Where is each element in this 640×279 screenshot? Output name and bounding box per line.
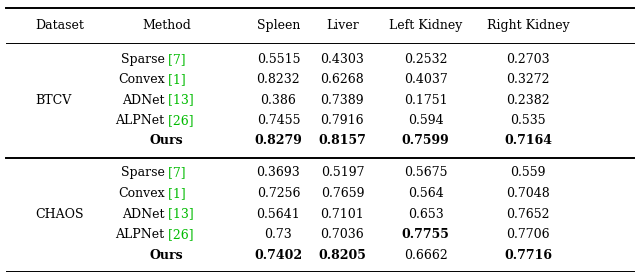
Text: 0.7659: 0.7659 bbox=[321, 187, 364, 200]
Text: 0.5641: 0.5641 bbox=[257, 208, 300, 221]
Text: [26]: [26] bbox=[164, 228, 194, 241]
Text: Liver: Liver bbox=[326, 20, 359, 32]
Text: Right Kidney: Right Kidney bbox=[486, 20, 570, 32]
Text: 0.559: 0.559 bbox=[510, 166, 546, 179]
Text: 0.1751: 0.1751 bbox=[404, 94, 447, 107]
Text: 0.7101: 0.7101 bbox=[321, 208, 364, 221]
Text: ALPNet: ALPNet bbox=[115, 114, 164, 127]
Text: 0.3272: 0.3272 bbox=[506, 73, 550, 86]
Text: 0.73: 0.73 bbox=[264, 228, 292, 241]
Text: 0.8157: 0.8157 bbox=[319, 134, 366, 147]
Text: 0.7455: 0.7455 bbox=[257, 114, 300, 127]
Text: 0.386: 0.386 bbox=[260, 94, 296, 107]
Text: 0.7916: 0.7916 bbox=[321, 114, 364, 127]
Text: 0.2703: 0.2703 bbox=[506, 53, 550, 66]
Text: 0.564: 0.564 bbox=[408, 187, 444, 200]
Text: 0.7256: 0.7256 bbox=[257, 187, 300, 200]
Text: [7]: [7] bbox=[164, 53, 186, 66]
Text: 0.535: 0.535 bbox=[510, 114, 546, 127]
Text: Sparse: Sparse bbox=[120, 166, 164, 179]
Text: 0.7755: 0.7755 bbox=[402, 228, 449, 241]
Text: 0.8279: 0.8279 bbox=[255, 134, 302, 147]
Text: 0.7389: 0.7389 bbox=[321, 94, 364, 107]
Text: ADNet: ADNet bbox=[122, 208, 164, 221]
Text: Ours: Ours bbox=[150, 134, 183, 147]
Text: Ours: Ours bbox=[150, 249, 183, 262]
Text: 0.2382: 0.2382 bbox=[506, 94, 550, 107]
Text: 0.7402: 0.7402 bbox=[254, 249, 303, 262]
Text: Sparse: Sparse bbox=[120, 53, 164, 66]
Text: [1]: [1] bbox=[164, 73, 186, 86]
Text: 0.8232: 0.8232 bbox=[257, 73, 300, 86]
Text: Method: Method bbox=[142, 20, 191, 32]
Text: 0.8205: 0.8205 bbox=[319, 249, 366, 262]
Text: [26]: [26] bbox=[164, 114, 194, 127]
Text: [13]: [13] bbox=[164, 94, 194, 107]
Text: 0.4303: 0.4303 bbox=[321, 53, 364, 66]
Text: 0.7164: 0.7164 bbox=[504, 134, 552, 147]
Text: 0.3693: 0.3693 bbox=[257, 166, 300, 179]
Text: 0.5675: 0.5675 bbox=[404, 166, 447, 179]
Text: 0.5515: 0.5515 bbox=[257, 53, 300, 66]
Text: Left Kidney: Left Kidney bbox=[389, 20, 462, 32]
Text: ALPNet: ALPNet bbox=[115, 228, 164, 241]
Text: Convex: Convex bbox=[118, 73, 164, 86]
Text: 0.4037: 0.4037 bbox=[404, 73, 447, 86]
Text: 0.6662: 0.6662 bbox=[404, 249, 447, 262]
Text: BTCV: BTCV bbox=[35, 94, 72, 107]
Text: 0.653: 0.653 bbox=[408, 208, 444, 221]
Text: 0.594: 0.594 bbox=[408, 114, 444, 127]
Text: 0.7716: 0.7716 bbox=[504, 249, 552, 262]
Text: 0.7706: 0.7706 bbox=[506, 228, 550, 241]
Text: CHAOS: CHAOS bbox=[35, 208, 84, 220]
Text: 0.7652: 0.7652 bbox=[506, 208, 550, 221]
Text: Convex: Convex bbox=[118, 187, 164, 200]
Text: Dataset: Dataset bbox=[35, 20, 84, 32]
Text: [1]: [1] bbox=[164, 187, 186, 200]
Text: 0.2532: 0.2532 bbox=[404, 53, 447, 66]
Text: 0.7036: 0.7036 bbox=[321, 228, 364, 241]
Text: 0.7048: 0.7048 bbox=[506, 187, 550, 200]
Text: [13]: [13] bbox=[164, 208, 194, 221]
Text: [7]: [7] bbox=[164, 166, 186, 179]
Text: 0.7599: 0.7599 bbox=[402, 134, 449, 147]
Text: 0.5197: 0.5197 bbox=[321, 166, 364, 179]
Text: Spleen: Spleen bbox=[257, 20, 300, 32]
Text: ADNet: ADNet bbox=[122, 94, 164, 107]
Text: 0.6268: 0.6268 bbox=[321, 73, 364, 86]
